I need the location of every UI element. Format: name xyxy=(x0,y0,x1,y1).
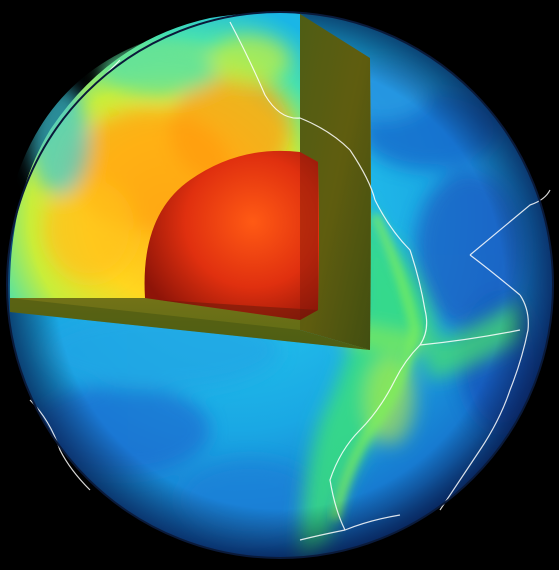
globe-rim xyxy=(6,11,554,559)
cutaway-interior xyxy=(9,12,371,350)
plate-boundaries xyxy=(29,21,551,541)
